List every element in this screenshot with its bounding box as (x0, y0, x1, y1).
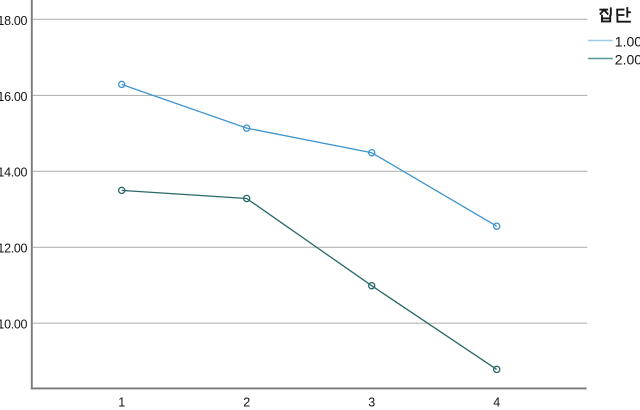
svg-text:2: 2 (243, 396, 250, 410)
svg-text:2.00: 2.00 (615, 52, 640, 68)
svg-text:14.00: 14.00 (0, 166, 28, 180)
svg-text:12.00: 12.00 (0, 242, 28, 256)
svg-text:16.00: 16.00 (0, 90, 28, 104)
svg-text:4: 4 (493, 396, 500, 410)
svg-text:1: 1 (118, 396, 125, 410)
svg-text:3: 3 (368, 396, 375, 410)
svg-text:10.00: 10.00 (0, 318, 28, 332)
svg-text:18.00: 18.00 (0, 14, 28, 28)
svg-text:1.00: 1.00 (615, 34, 640, 50)
